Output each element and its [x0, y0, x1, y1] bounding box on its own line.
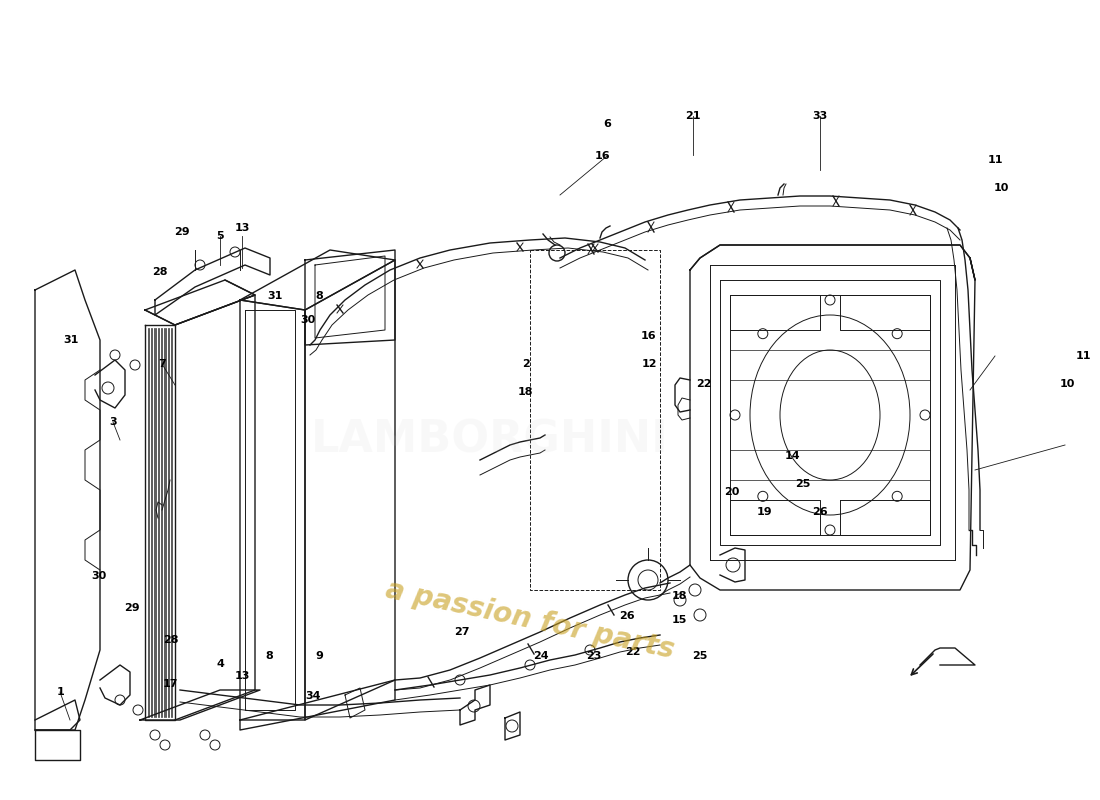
Text: a passion for parts: a passion for parts: [383, 576, 676, 664]
Text: 8: 8: [315, 291, 323, 301]
Text: 20: 20: [724, 487, 739, 497]
Text: 31: 31: [64, 335, 79, 345]
Text: LAMBORGHINI: LAMBORGHINI: [311, 418, 669, 462]
Text: 34: 34: [306, 691, 321, 701]
Text: 2: 2: [521, 359, 530, 369]
Text: 15: 15: [672, 615, 688, 625]
Text: 13: 13: [234, 223, 250, 233]
Text: 29: 29: [124, 603, 140, 613]
Text: 10: 10: [993, 183, 1009, 193]
Text: 10: 10: [1059, 379, 1075, 389]
Text: 22: 22: [696, 379, 712, 389]
Text: 19: 19: [757, 507, 772, 517]
Text: 25: 25: [692, 651, 707, 661]
Text: 26: 26: [812, 507, 827, 517]
Text: 28: 28: [152, 267, 167, 277]
Text: 16: 16: [641, 331, 657, 341]
Text: 8: 8: [265, 651, 274, 661]
Text: 18: 18: [518, 387, 534, 397]
Text: 11: 11: [1076, 351, 1091, 361]
Text: 18: 18: [672, 591, 688, 601]
Text: 3: 3: [110, 417, 117, 426]
Text: 12: 12: [641, 359, 657, 369]
Text: 22: 22: [625, 647, 640, 657]
Text: 30: 30: [300, 315, 316, 325]
Text: 33: 33: [812, 111, 827, 121]
Text: 7: 7: [157, 359, 166, 369]
Text: 1: 1: [56, 687, 65, 697]
Text: 16: 16: [595, 151, 610, 161]
Text: 9: 9: [315, 651, 323, 661]
Text: 11: 11: [988, 155, 1003, 165]
Text: 30: 30: [91, 571, 107, 581]
Text: 17: 17: [163, 679, 178, 689]
Text: 25: 25: [795, 479, 811, 489]
Text: 14: 14: [784, 451, 800, 461]
Text: 31: 31: [267, 291, 283, 301]
Text: 13: 13: [234, 671, 250, 681]
Text: 29: 29: [174, 227, 189, 237]
Text: 28: 28: [163, 635, 178, 645]
Text: 26: 26: [619, 611, 635, 621]
Text: 6: 6: [603, 119, 612, 129]
Text: 23: 23: [586, 651, 602, 661]
Text: 24: 24: [534, 651, 549, 661]
Text: 4: 4: [216, 659, 224, 669]
Text: 27: 27: [454, 627, 470, 637]
Text: 21: 21: [685, 111, 701, 121]
Text: 5: 5: [217, 231, 223, 241]
